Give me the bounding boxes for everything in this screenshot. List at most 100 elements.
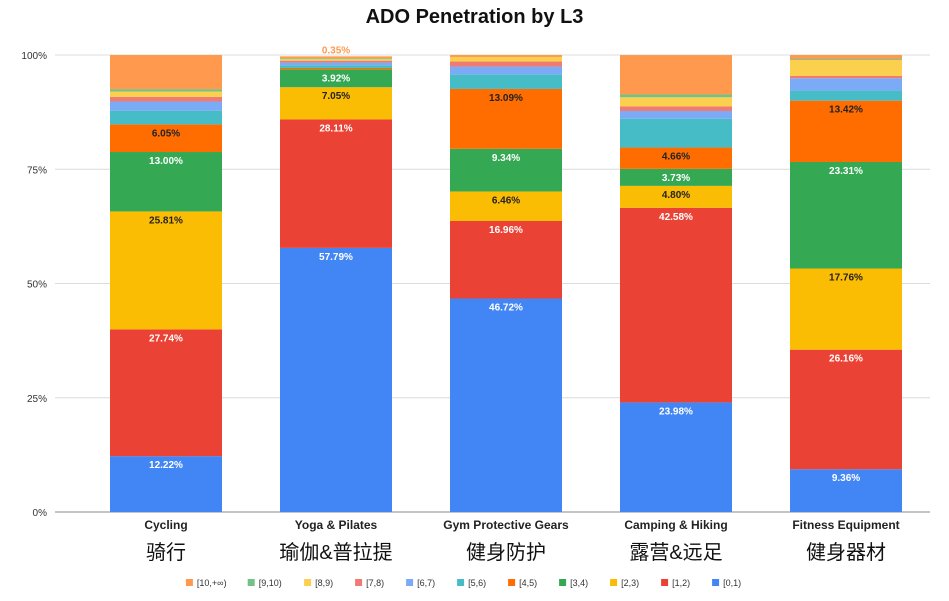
chart-title: ADO Penetration by L3 [365, 6, 584, 28]
bar-segment [620, 168, 732, 186]
x-tick-label-cn: 露营&远足 [629, 541, 722, 564]
bar-segment [110, 329, 222, 457]
data-label: 13.42% [829, 105, 863, 116]
data-label: 13.00% [149, 156, 183, 167]
data-label: 9.36% [832, 473, 860, 484]
data-label: 4.80% [662, 190, 690, 201]
bar-segment [450, 74, 562, 89]
legend-swatch [355, 579, 363, 586]
bar-segment [110, 91, 222, 97]
legend-swatch [247, 579, 255, 586]
data-label: 6.05% [152, 128, 180, 139]
data-label: 23.98% [659, 406, 693, 417]
bar-segment [110, 96, 222, 102]
y-tick-label: 50% [27, 280, 47, 291]
legend-label: [6,7) [417, 578, 435, 588]
legend-label: [0,1) [723, 578, 741, 588]
data-label: 3.92% [322, 73, 350, 84]
data-label: 3.73% [662, 173, 690, 184]
data-label: 4.66% [662, 152, 690, 163]
data-label: 46.72% [489, 302, 523, 313]
data-label: 6.46% [492, 195, 520, 206]
y-tick-label: 100% [21, 51, 47, 62]
bar-segment [620, 147, 732, 169]
x-tick-label: Cycling [144, 518, 187, 532]
data-label: 26.16% [829, 354, 863, 365]
bar-segment [790, 59, 902, 76]
y-tick-label: 75% [27, 165, 47, 176]
bar-segment [280, 67, 392, 70]
data-label: 25.81% [149, 215, 183, 226]
legend-label: [7,8) [366, 578, 384, 588]
legend-label: [2,3) [621, 578, 639, 588]
legend-swatch [508, 579, 516, 586]
x-tick-label: Yoga & Pilates [295, 518, 378, 532]
bar-segment [450, 61, 562, 67]
bar-segment [620, 207, 732, 403]
bar-segment [110, 211, 222, 330]
bar-segment [110, 101, 222, 111]
bar-segment [280, 60, 392, 63]
legend-swatch [661, 579, 669, 586]
bar-segment [790, 59, 902, 60]
bar-segment [450, 88, 562, 149]
data-label: 12.22% [149, 460, 183, 471]
bar-segment [450, 56, 562, 62]
bar-segment [110, 152, 222, 212]
bar-segment [790, 161, 902, 269]
legend-swatch [185, 579, 193, 586]
legend-swatch [712, 579, 720, 586]
legend-label: [3,4) [570, 578, 588, 588]
x-tick-label: Camping & Hiking [624, 518, 727, 532]
data-label: 0.35% [322, 45, 350, 56]
legend-label: [4,5) [519, 578, 537, 588]
data-label: 23.31% [829, 166, 863, 177]
bar-segment [280, 87, 392, 120]
legend-label: [1,2) [672, 578, 690, 588]
legend-swatch [304, 579, 312, 586]
legend-label: [9,10) [259, 578, 282, 588]
bar-segment [790, 349, 902, 470]
data-label: 9.34% [492, 153, 520, 164]
bar-segment [450, 298, 562, 512]
bar-segment [110, 89, 222, 92]
legend-label: [5,6) [468, 578, 486, 588]
bar-segment [280, 247, 392, 512]
x-tick-label-cn: 骑行 [146, 541, 186, 564]
bar-segment [110, 110, 222, 125]
bar-segment [280, 57, 392, 59]
data-label: 7.05% [322, 91, 350, 102]
x-tick-label: Gym Protective Gears [443, 518, 569, 532]
bar-segment [280, 62, 392, 66]
data-label: 42.58% [659, 212, 693, 223]
data-label: 13.09% [489, 93, 523, 104]
x-tick-label: Fitness Equipment [792, 518, 899, 532]
x-tick-label-cn: 瑜伽&普拉提 [279, 541, 392, 564]
bar-segment [110, 456, 222, 512]
bar-segment [280, 69, 392, 88]
data-label: 27.74% [149, 333, 183, 344]
bar-segment [450, 55, 562, 57]
data-label: 16.96% [489, 225, 523, 236]
bar-segment [450, 191, 562, 221]
bar-segment [620, 106, 732, 111]
bar-segment [620, 402, 732, 512]
bar-segment [280, 56, 392, 58]
data-label: 28.11% [319, 123, 352, 134]
bar-segment [620, 97, 732, 107]
data-label: 17.76% [829, 273, 863, 284]
bar-segment [620, 94, 732, 98]
bar-segment [280, 119, 392, 248]
bar-segment [110, 124, 222, 153]
legend-swatch [406, 579, 414, 586]
y-tick-label: 25% [27, 394, 47, 405]
bar-segment [280, 65, 392, 68]
x-tick-label-cn: 健身防护 [466, 541, 546, 564]
bar-segment [110, 55, 222, 90]
bar-segment [790, 78, 902, 91]
bar-segment [790, 469, 902, 512]
data-label: 57.79% [319, 252, 353, 263]
legend-swatch [610, 579, 618, 586]
bar-segment [620, 185, 732, 208]
